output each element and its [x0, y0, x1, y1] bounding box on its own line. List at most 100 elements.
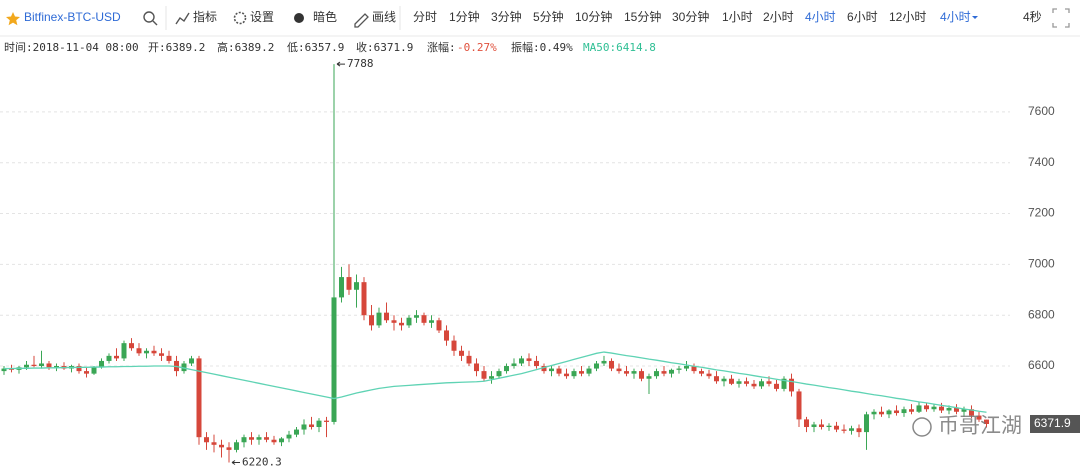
interval-dropdown[interactable]: 4小时 — [940, 10, 971, 24]
fullscreen-icon[interactable] — [1052, 8, 1070, 28]
candle-body — [444, 330, 449, 341]
candle-body — [781, 378, 787, 389]
candle-body — [106, 355, 112, 361]
candle-body — [661, 371, 667, 374]
candle-body — [346, 277, 352, 290]
tool-label[interactable]: 暗色 — [313, 9, 337, 24]
candle-body — [489, 376, 494, 379]
candle-body — [84, 371, 89, 374]
candle-body — [196, 358, 202, 438]
interval-button[interactable]: 3分钟 — [491, 9, 522, 24]
last-price-box — [1030, 414, 1080, 433]
candle-body — [474, 363, 479, 372]
candle-body — [46, 363, 52, 368]
candle-body — [226, 447, 232, 450]
interval-button[interactable]: 15分钟 — [624, 9, 661, 24]
interval-button[interactable]: 分时 — [413, 10, 437, 24]
interval-button[interactable]: 5分钟 — [533, 9, 564, 24]
tool-label[interactable]: 设置 — [250, 10, 274, 24]
candle-body — [151, 350, 157, 354]
candle-body — [984, 419, 989, 424]
symbol[interactable]: Bitfinex-BTC-USD — [24, 10, 121, 24]
candle-body — [249, 437, 254, 440]
candle-body — [76, 366, 82, 372]
candle-body — [909, 409, 914, 412]
interval-button[interactable]: 6小时 — [847, 10, 878, 24]
candle-body — [264, 437, 269, 440]
interval-button[interactable]: 12小时 — [889, 10, 926, 24]
candle-body — [609, 360, 614, 369]
candle-body — [811, 424, 817, 428]
candle-body — [616, 368, 622, 372]
candle-body — [91, 367, 97, 374]
candle-body — [766, 381, 772, 384]
favorite-icon[interactable] — [6, 12, 20, 26]
candle-body — [961, 409, 967, 412]
search-icon[interactable] — [143, 11, 155, 23]
candle-body — [136, 348, 142, 354]
candle-body — [331, 297, 337, 422]
tool-label[interactable]: 指标 — [193, 9, 217, 24]
tool-label[interactable]: 画线 — [372, 10, 396, 24]
candle-body — [736, 381, 742, 384]
ma-line — [4, 351, 987, 413]
candle-body — [166, 355, 172, 361]
candle-body — [879, 411, 884, 415]
candle-body — [511, 363, 517, 367]
candle-body — [144, 350, 149, 354]
candle-body — [849, 428, 854, 431]
candle-body — [451, 340, 457, 351]
candle-body — [294, 429, 299, 435]
candle-body — [886, 410, 892, 415]
y-tick-label: 7200 — [1028, 206, 1055, 220]
interval-button[interactable]: 30分钟 — [672, 9, 709, 24]
info-ma: MA50:6414.8 — [583, 41, 656, 54]
candle-body — [234, 442, 239, 450]
candle-body — [631, 371, 637, 374]
candle-body — [39, 363, 44, 367]
info-bar: 时间:2018-11-04 08:00 开:6389.2 高:6389.2 低:635… — [4, 40, 656, 54]
candle-body — [684, 366, 689, 369]
candle-body — [841, 429, 847, 431]
candle-body — [24, 364, 29, 368]
settings-icon — [233, 11, 247, 25]
indicator-icon — [175, 12, 190, 25]
candle-body — [751, 383, 757, 387]
candle-body — [436, 320, 442, 331]
candle-body — [834, 425, 839, 430]
interval-button[interactable]: 1分钟 — [449, 9, 480, 24]
last-price-label: 6371.9 — [1034, 416, 1071, 430]
intervals: 分时 1分钟 3分钟 5分钟 10分钟 15分钟 30分钟 1小时 2小时 4小时 6小时 12小时 — [413, 9, 926, 24]
candle-body — [856, 428, 862, 433]
candle-body — [549, 368, 554, 372]
watermark: 币哥江湖 — [938, 415, 1022, 438]
candle-body — [639, 371, 644, 379]
candle-body — [669, 369, 674, 374]
candle-body — [571, 371, 577, 377]
candle-body — [519, 358, 524, 364]
candle-body — [534, 360, 539, 367]
candle-body — [121, 343, 127, 359]
candle-body — [894, 410, 899, 414]
candle-body — [309, 424, 314, 428]
candle-body — [931, 406, 937, 410]
interval-button[interactable]: 2小时 — [763, 10, 794, 24]
interval-button[interactable]: 1小时 — [722, 10, 753, 24]
candle-body — [691, 366, 697, 372]
candle-body — [939, 406, 944, 411]
interval-button[interactable]: 10分钟 — [575, 9, 612, 24]
draw-icon — [354, 13, 369, 28]
interval-button[interactable]: 4小时 — [805, 10, 836, 24]
candle-body — [391, 320, 397, 323]
y-tick-label: 7400 — [1028, 155, 1055, 169]
candle-body — [526, 358, 532, 361]
candle-body — [204, 437, 209, 443]
candle-body — [624, 371, 629, 374]
candle-body — [421, 315, 427, 323]
dropdown-arrow — [972, 16, 978, 19]
candle-body — [579, 371, 584, 374]
candle-body — [721, 378, 727, 382]
refresh-rate[interactable]: 4秒 — [1023, 10, 1042, 24]
candle-body — [1, 368, 7, 372]
info-close: 收:6371.9 — [356, 40, 413, 54]
